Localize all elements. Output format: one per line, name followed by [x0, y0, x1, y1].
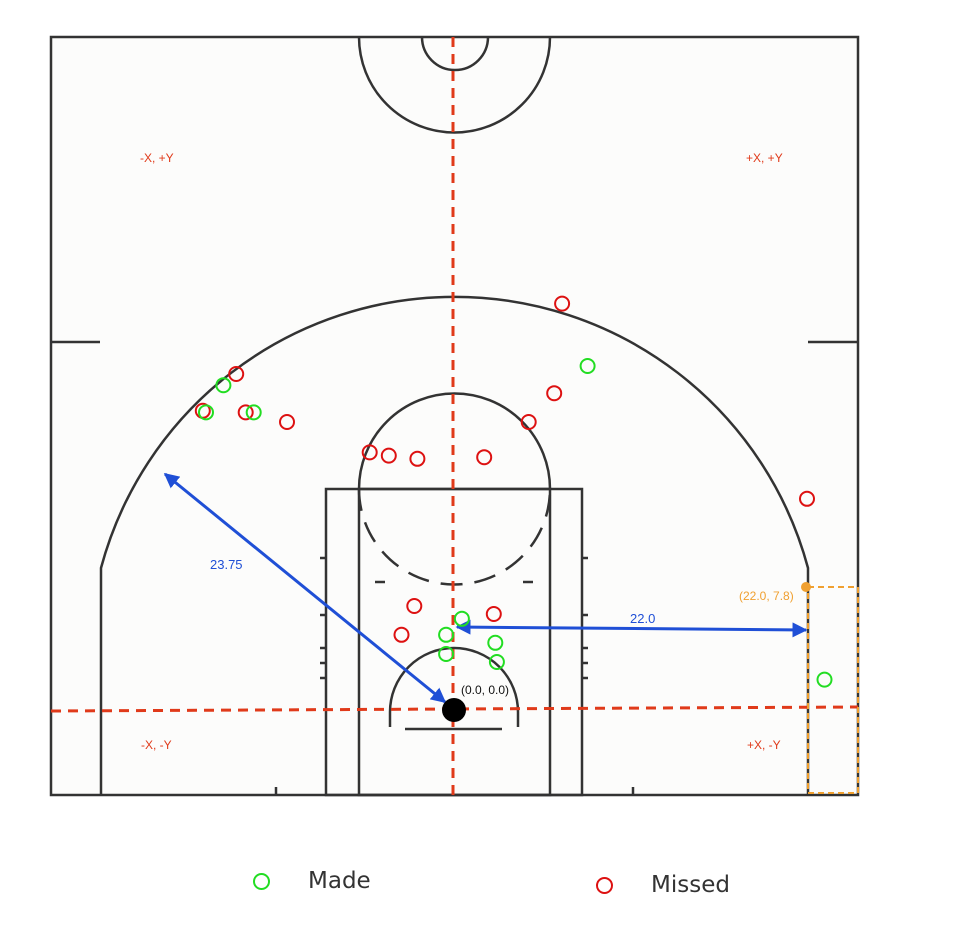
missed-shot-marker [406, 598, 423, 614]
legend-missed-label: Missed [651, 872, 730, 898]
quadrant-label-bottom-left: -X, -Y [141, 738, 172, 752]
made-shot-marker [816, 671, 833, 688]
corner-distance-arrow [455, 619, 808, 638]
arc-radius-arrow [163, 472, 447, 704]
missed-shot-marker [393, 626, 410, 643]
corner-coordinate-label: (22.0, 7.8) [739, 589, 794, 603]
missed-shot-marker [380, 447, 397, 464]
made-shot-marker [438, 646, 455, 662]
made-shot-marker [579, 358, 596, 374]
quadrant-label-top-right: +X, +Y [746, 151, 783, 165]
made-shot-marker [198, 404, 214, 421]
missed-shot-marker [409, 450, 426, 467]
made-shot-marker [453, 610, 470, 627]
missed-shot-marker [520, 414, 537, 430]
missed-shot-marker [279, 414, 295, 430]
made-shot-marker [438, 626, 455, 643]
made-shot-marker [215, 377, 232, 394]
missed-shot-marker [361, 444, 378, 461]
made-shot-marker [487, 634, 504, 651]
center-circle-inner [420, 36, 490, 72]
quadrant-label-bottom-right: +X, -Y [747, 738, 781, 752]
made-marker-icon [253, 872, 270, 890]
arc-radius-label: 23.75 [210, 557, 243, 572]
origin-coordinate-label: (0.0, 0.0) [461, 683, 509, 697]
missed-marker-icon [596, 876, 613, 894]
missed-shot-marker [799, 490, 815, 507]
legend-made-label: Made [308, 868, 371, 894]
center-circle [357, 36, 552, 134]
corner-distance-label: 22.0 [630, 611, 655, 626]
made-shot-marker [488, 654, 505, 670]
missed-shot-marker [476, 449, 493, 466]
missed-shot-marker [485, 606, 502, 622]
made-shot-marker [245, 404, 262, 421]
missed-shot-marker [237, 404, 254, 421]
quadrant-label-top-left: -X, +Y [140, 151, 174, 165]
corner-three-zone [807, 586, 859, 794]
missed-shot-marker [546, 385, 563, 402]
shot-markers [194, 295, 833, 688]
hoop-origin-marker [442, 698, 466, 722]
legend-missed: Missed [596, 872, 730, 898]
missed-shot-marker [554, 295, 571, 312]
x-axis-line [50, 705, 859, 713]
legend-made: Made [253, 868, 371, 894]
corner-point [801, 582, 811, 592]
missed-shot-marker [228, 366, 245, 382]
